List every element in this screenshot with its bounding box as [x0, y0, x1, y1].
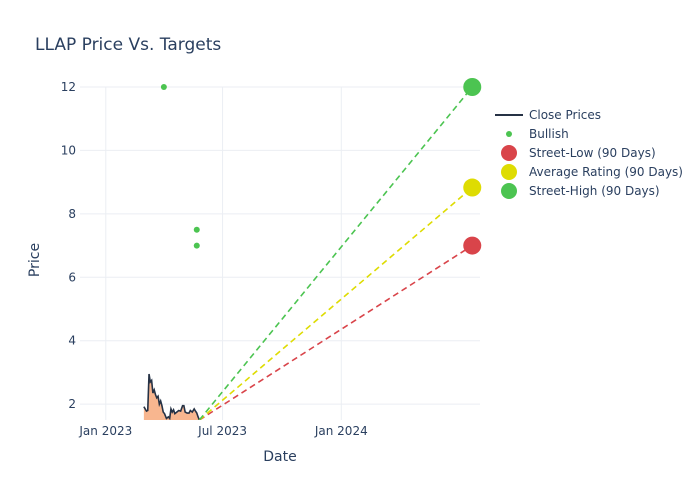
- legend-symbol-marker: [501, 164, 517, 180]
- x-tick-label: Jul 2023: [197, 424, 247, 438]
- x-tick-label: Jan 2024: [314, 424, 368, 438]
- series-group: [143, 86, 473, 420]
- y-tick-label: 10: [61, 143, 76, 157]
- bullish-point: [193, 226, 200, 233]
- y-axis-label: Price: [27, 243, 43, 277]
- legend-label: Street-High (90 Days): [529, 184, 660, 198]
- close-price-line: [143, 373, 201, 420]
- plot-area: [143, 78, 482, 420]
- x-axis-ticks: Jan 2023 Jul 2023 Jan 2024: [78, 424, 367, 438]
- y-tick-label: 4: [68, 334, 76, 348]
- x-tick-label: Jan 2023: [78, 424, 132, 438]
- y-tick-label: 12: [61, 80, 76, 94]
- legend-label: Close Prices: [529, 108, 601, 122]
- y-tick-label: 2: [68, 397, 76, 411]
- legend-symbol-marker: [501, 183, 517, 199]
- target-marker-street-low: [463, 236, 482, 255]
- target-line-street-low: [198, 244, 473, 420]
- legend-label: Average Rating (90 Days): [529, 165, 683, 179]
- close-price-area: [143, 374, 200, 420]
- x-axis-label: Date: [263, 449, 296, 465]
- chart-title: LLAP Price Vs. Targets: [35, 35, 221, 55]
- legend-symbol-dot: [506, 131, 512, 137]
- target-marker-average: [463, 178, 482, 197]
- legend: Close Prices Bullish Street-Low (90 Days) A…: [495, 108, 683, 199]
- y-axis-ticks: 2 4 6 8 10 12: [61, 80, 76, 411]
- legend-symbol-marker: [501, 145, 517, 161]
- bullish-point: [193, 242, 200, 249]
- bullish-point: [160, 84, 167, 90]
- legend-label: Bullish: [529, 127, 569, 141]
- target-line-average: [198, 186, 473, 420]
- target-line-street-high: [198, 86, 473, 420]
- legend-label: Street-Low (90 Days): [529, 146, 656, 160]
- grid-lines: [80, 86, 480, 420]
- target-marker-street-high: [463, 78, 482, 96]
- y-tick-label: 8: [68, 207, 76, 221]
- y-tick-label: 6: [68, 270, 76, 284]
